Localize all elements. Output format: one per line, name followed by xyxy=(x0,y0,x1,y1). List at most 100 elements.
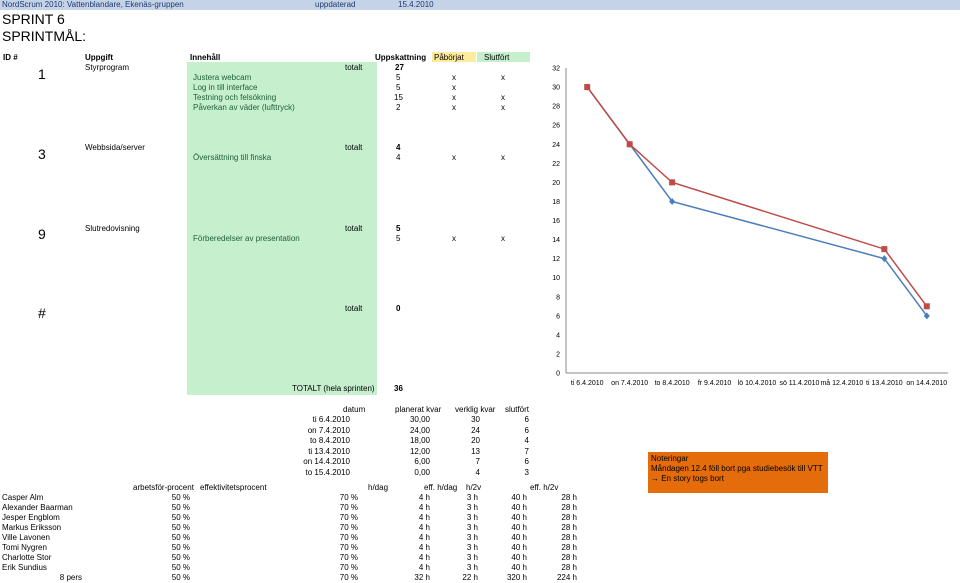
burndown-actual: 30 xyxy=(471,415,480,424)
team-member-hours-day: 4 h xyxy=(418,513,430,522)
subtask-est: 15 xyxy=(394,93,403,102)
team-member-name: Charlotte Stor xyxy=(2,553,52,562)
notes-box: Noteringar Måndagen 12.4 föll bort pga s… xyxy=(648,452,828,493)
notes-line2: → En story togs bort xyxy=(651,474,724,483)
task-name: Styrprogram xyxy=(85,63,130,72)
team-total-hours-2w: 320 h xyxy=(506,573,527,582)
y-tick-label: 22 xyxy=(552,161,560,168)
y-tick-label: 16 xyxy=(552,218,560,225)
series-line xyxy=(586,86,928,307)
subtask-name: Log in till interface xyxy=(193,83,258,92)
y-tick-label: 30 xyxy=(552,85,560,92)
task-name: Slutredovisning xyxy=(85,224,140,233)
team-member-efficiency: 70 % xyxy=(339,513,358,522)
x-tick-label: on 7.4.2010 xyxy=(611,380,648,387)
burndown-header: datum xyxy=(343,405,366,414)
team-member-name: Markus Eriksson xyxy=(2,523,62,532)
y-tick-label: 8 xyxy=(556,294,560,301)
burndown-header: planerat kvar xyxy=(395,405,442,414)
subtask-name: Förberedelser av presentation xyxy=(193,234,300,243)
team-member-name: Erik Sundius xyxy=(2,563,47,572)
task-id: # xyxy=(38,305,46,321)
burndown-done: 6 xyxy=(524,425,529,435)
subtask-name: Justera webcam xyxy=(193,73,252,82)
task1-content-bg xyxy=(187,62,377,117)
team-member-hours-day: 4 h xyxy=(418,533,430,542)
started-header-bg xyxy=(432,52,476,62)
burndown-actual: 13 xyxy=(471,446,480,456)
subtask-done: x xyxy=(501,103,505,112)
team-total-eff-hours-2w: 224 h xyxy=(556,573,577,582)
burndown-done: 4 xyxy=(524,436,529,445)
data-point-square xyxy=(923,303,930,310)
subtask-name: Översättning till finska xyxy=(193,153,272,162)
subtask-est: 5 xyxy=(396,83,401,92)
team-member-hours-2w: 40 h xyxy=(511,493,527,502)
updated-label: uppdaterad xyxy=(315,0,356,9)
subtask-started: x xyxy=(452,153,456,162)
team-member-hours-day: 4 h xyxy=(418,543,430,552)
team-member-hours-2w: 40 h xyxy=(511,543,527,552)
header-bar xyxy=(0,0,960,10)
team-member-capacity: 50 % xyxy=(171,563,190,572)
x-tick-label: ti 13.4.2010 xyxy=(866,380,903,387)
subtask-done: x xyxy=(501,234,505,243)
team-member-efficiency: 70 % xyxy=(339,553,358,562)
col-done: Slutfört xyxy=(484,53,510,62)
task-id: 9 xyxy=(38,226,46,242)
updated-date: 15.4.2010 xyxy=(398,0,434,9)
team-member-eff-hours-2w: 28 h xyxy=(561,563,577,572)
data-point-square xyxy=(669,179,676,186)
data-point-diamond xyxy=(923,312,930,320)
y-tick-label: 28 xyxy=(552,104,560,111)
team-member-hours-2w: 40 h xyxy=(511,553,527,562)
col-estimate: Uppskattning xyxy=(375,53,427,62)
sprint-title: SPRINT 6 xyxy=(2,11,65,27)
burndown-done: 6 xyxy=(524,415,529,424)
team-header: effektivitetsprocent xyxy=(200,483,267,492)
team-member-eff-hours-2w: 28 h xyxy=(561,543,577,552)
team-member-name: Alexander Baarman xyxy=(2,503,73,512)
burndown-date: on 7.4.2010 xyxy=(307,425,350,435)
col-task: Uppgift xyxy=(85,53,113,62)
subtask-est: 2 xyxy=(396,103,401,112)
team-header: h/2v xyxy=(466,483,482,492)
team-member-eff-hours-2w: 28 h xyxy=(561,503,577,512)
team-header: eff. h/2v xyxy=(530,483,559,492)
done-header-bg xyxy=(477,52,530,62)
team-member-eff-hours-2w: 28 h xyxy=(561,493,577,502)
team-member-efficiency: 70 % xyxy=(339,533,358,542)
y-tick-label: 20 xyxy=(552,180,560,187)
series-line xyxy=(586,86,928,317)
team-member-eff-hours-day: 3 h xyxy=(466,543,478,552)
data-point-diamond xyxy=(881,255,888,263)
subtask-est: 4 xyxy=(396,153,401,162)
team-total-capacity: 50 % xyxy=(171,573,190,582)
x-tick-label: lö 10.4.2010 xyxy=(738,380,777,387)
team-member-eff-hours-2w: 28 h xyxy=(561,523,577,532)
team-member-capacity: 50 % xyxy=(171,533,190,542)
team-member-eff-hours-day: 3 h xyxy=(466,523,478,532)
burndown-planned: 12,00 xyxy=(409,446,430,456)
x-tick-label: sö 11.4.2010 xyxy=(779,380,819,387)
team-total-hours-day: 32 h xyxy=(414,573,430,582)
subtask-started: x xyxy=(452,93,456,102)
task-total-label: totalt xyxy=(345,63,363,72)
burndown-actual: 24 xyxy=(471,425,480,435)
burndown-done: 3 xyxy=(524,467,529,477)
y-tick-label: 14 xyxy=(552,237,560,244)
data-point-square xyxy=(881,246,888,253)
team-member-capacity: 50 % xyxy=(171,523,190,532)
burndown-header: slutfört xyxy=(505,405,530,414)
grand-total-label: TOTALT (hela sprinten) xyxy=(292,384,375,393)
team-member-name: Casper Alm xyxy=(2,493,44,502)
y-tick-label: 32 xyxy=(552,66,560,73)
y-tick-label: 12 xyxy=(552,256,560,263)
x-tick-label: to 8.4.2010 xyxy=(655,380,690,387)
y-tick-label: 0 xyxy=(556,371,560,378)
team-member-hours-day: 4 h xyxy=(418,563,430,572)
y-tick-label: 24 xyxy=(552,142,560,149)
task-total-label: totalt xyxy=(345,224,363,233)
data-point-square xyxy=(626,141,633,148)
task-name: Webbsida/server xyxy=(85,143,145,152)
